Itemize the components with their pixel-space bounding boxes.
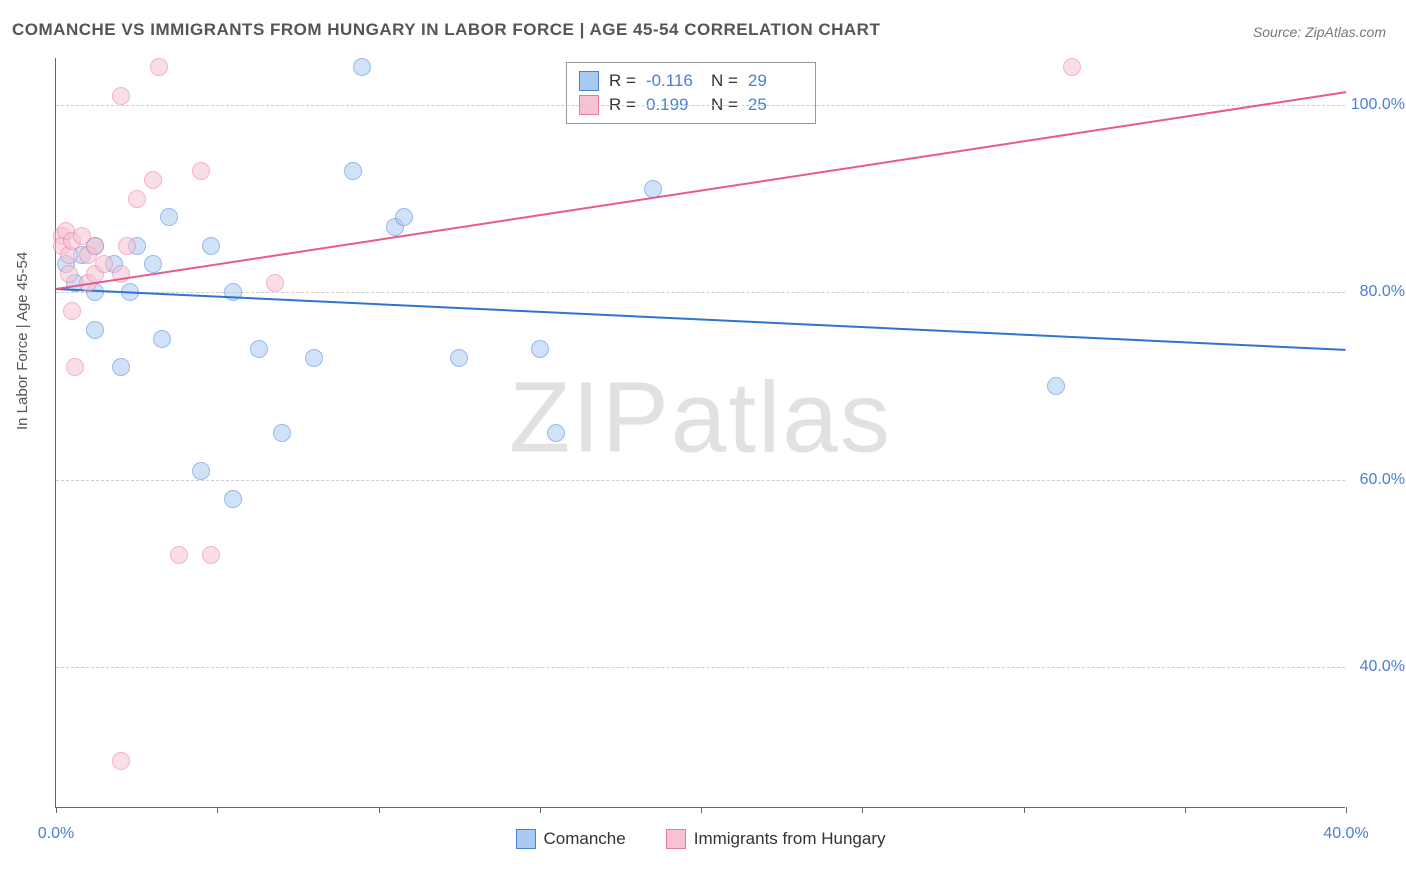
x-tick	[217, 807, 218, 813]
data-point	[202, 237, 220, 255]
data-point	[144, 171, 162, 189]
legend-item: Comanche	[516, 829, 626, 849]
data-point	[250, 340, 268, 358]
data-point	[112, 752, 130, 770]
data-point	[531, 340, 549, 358]
data-point	[344, 162, 362, 180]
data-point	[266, 274, 284, 292]
data-point	[95, 255, 113, 273]
data-point	[112, 87, 130, 105]
r-label: R =	[609, 71, 636, 91]
data-point	[118, 237, 136, 255]
data-point	[170, 546, 188, 564]
data-point	[60, 265, 78, 283]
trendline	[56, 288, 1346, 351]
x-tick	[1185, 807, 1186, 813]
data-point	[66, 358, 84, 376]
source-label: Source: ZipAtlas.com	[1253, 24, 1386, 40]
data-point	[353, 58, 371, 76]
data-point	[202, 546, 220, 564]
legend-swatch	[579, 71, 599, 91]
legend-stats-box: R =-0.116N =29R =0.199N =25	[566, 62, 816, 124]
data-point	[395, 208, 413, 226]
data-point	[305, 349, 323, 367]
watermark: ZIPatlas	[509, 360, 892, 475]
data-point	[1063, 58, 1081, 76]
data-point	[273, 424, 291, 442]
legend-swatch	[666, 829, 686, 849]
data-point	[1047, 377, 1065, 395]
x-tick-label: 40.0%	[1323, 825, 1368, 843]
x-tick	[56, 807, 57, 813]
n-label: N =	[711, 71, 738, 91]
x-tick	[1346, 807, 1347, 813]
data-point	[160, 208, 178, 226]
data-point	[192, 462, 210, 480]
data-point	[150, 58, 168, 76]
y-tick-label: 40.0%	[1360, 658, 1405, 676]
x-tick	[379, 807, 380, 813]
y-axis-label: In Labor Force | Age 45-54	[14, 252, 31, 430]
gridline	[56, 480, 1345, 481]
legend-label: Immigrants from Hungary	[694, 829, 886, 849]
y-tick-label: 60.0%	[1360, 471, 1405, 489]
y-tick-label: 100.0%	[1351, 96, 1405, 114]
x-tick	[701, 807, 702, 813]
r-value: -0.116	[646, 71, 701, 91]
y-tick-label: 80.0%	[1360, 283, 1405, 301]
x-tick	[540, 807, 541, 813]
data-point	[112, 358, 130, 376]
data-point	[224, 490, 242, 508]
chart-title: COMANCHE VS IMMIGRANTS FROM HUNGARY IN L…	[12, 20, 880, 40]
data-point	[450, 349, 468, 367]
data-point	[153, 330, 171, 348]
data-point	[86, 321, 104, 339]
x-tick	[1024, 807, 1025, 813]
gridline	[56, 292, 1345, 293]
n-value: 29	[748, 71, 803, 91]
x-tick	[862, 807, 863, 813]
gridline	[56, 667, 1345, 668]
x-tick-label: 0.0%	[38, 825, 74, 843]
gridline	[56, 105, 1345, 106]
data-point	[63, 302, 81, 320]
legend-label: Comanche	[544, 829, 626, 849]
data-point	[547, 424, 565, 442]
legend-swatch	[516, 829, 536, 849]
legend-item: Immigrants from Hungary	[666, 829, 886, 849]
legend-stats-row: R = -0.116 N = 29	[579, 69, 803, 93]
data-point	[192, 162, 210, 180]
data-point	[144, 255, 162, 273]
plot-area: ZIPatlas R =-0.116N =29R =0.199N =25 Com…	[55, 58, 1345, 808]
data-point	[86, 237, 104, 255]
data-point	[128, 190, 146, 208]
legend-bottom: Comanche Immigrants from Hungary	[516, 829, 886, 849]
